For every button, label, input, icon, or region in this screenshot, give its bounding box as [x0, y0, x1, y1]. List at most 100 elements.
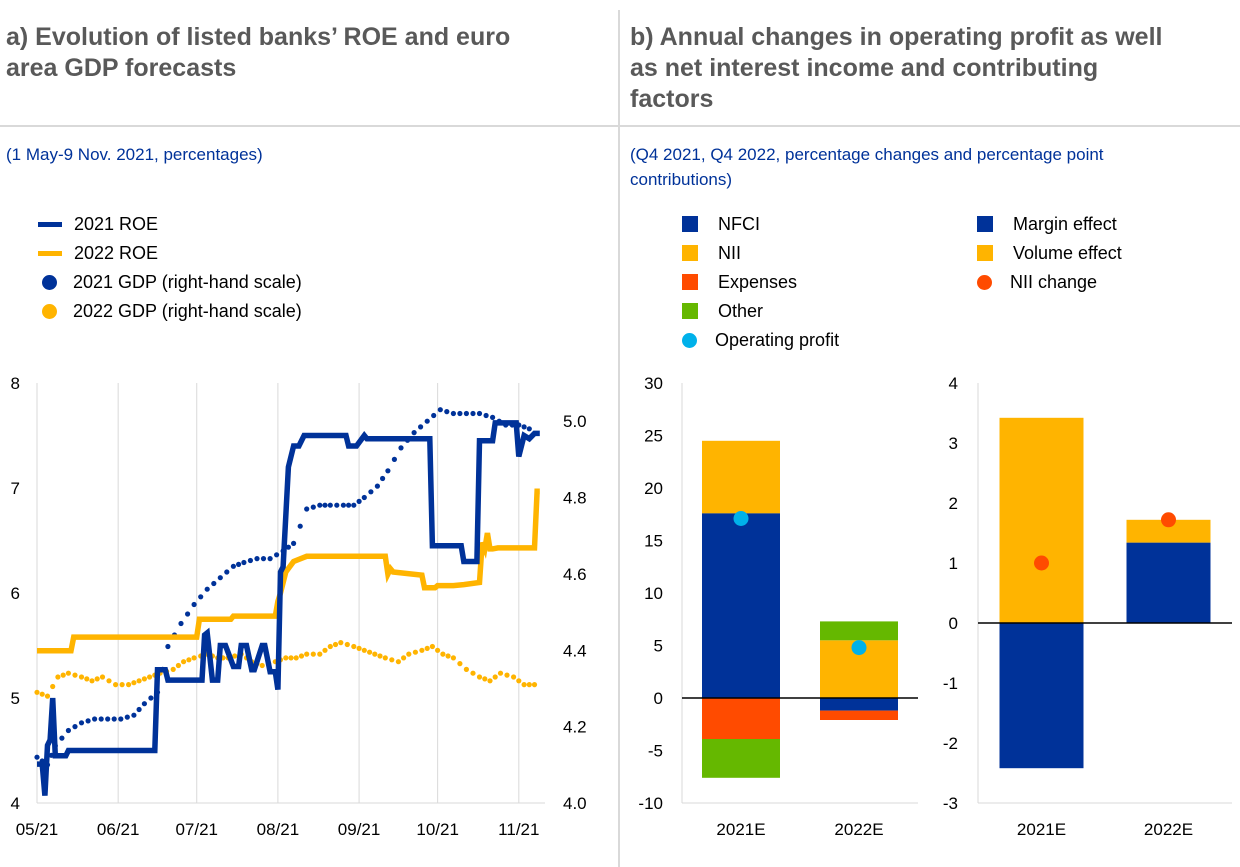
panel-b-subtitle: (Q4 2021, Q4 2022, percentage changes an…	[630, 142, 1104, 192]
x-tick-label: 2021E	[1017, 820, 1066, 839]
data-point	[526, 682, 532, 688]
y-tick-label: -2	[943, 734, 958, 753]
data-point	[317, 502, 323, 508]
data-point	[181, 659, 187, 665]
legend-item-volume-effect: Volume effect	[975, 242, 1122, 264]
legend-item-2021-gdp: 2021 GDP (right-hand scale)	[38, 271, 302, 293]
legend-item-2022-roe: 2022 ROE	[38, 242, 158, 264]
data-point	[322, 647, 328, 653]
data-point	[391, 456, 397, 462]
bar-volume-effect	[1126, 519, 1211, 543]
data-point	[288, 655, 294, 661]
data-point	[487, 678, 493, 684]
y-tick-label-left: 7	[11, 479, 20, 498]
data-point	[65, 727, 71, 734]
y-tick-label-right: 4.6	[563, 565, 587, 584]
data-point	[385, 468, 391, 474]
x-tick-label: 2021E	[716, 820, 765, 839]
y-tick-label-right: 4.0	[563, 794, 587, 813]
y-tick-label: -3	[943, 794, 958, 813]
data-point	[198, 594, 204, 600]
marker-nii-change	[1161, 512, 1176, 528]
legend-item-other: Other	[680, 300, 763, 322]
data-point	[411, 430, 417, 436]
dot-swatch-icon	[42, 303, 57, 319]
data-point	[105, 716, 111, 722]
x-tick-label: 2022E	[1144, 820, 1193, 839]
data-point	[497, 670, 504, 676]
data-point	[327, 502, 333, 508]
data-point	[356, 645, 362, 652]
data-point	[340, 502, 346, 508]
data-point	[60, 672, 66, 678]
y-tick-label: 5	[654, 637, 663, 656]
data-point	[44, 693, 51, 699]
data-point	[119, 682, 125, 688]
data-point	[55, 674, 61, 680]
x-tick-label: 08/21	[257, 820, 300, 839]
data-point	[398, 445, 404, 451]
bar-nii	[702, 440, 780, 514]
data-point	[141, 701, 147, 707]
legend-item-nii-change: NII change	[975, 271, 1097, 293]
data-point	[293, 655, 299, 661]
data-point	[429, 643, 435, 650]
data-point	[260, 556, 267, 562]
data-point	[372, 651, 378, 657]
y-tick-label-right: 4.8	[563, 489, 587, 508]
data-point	[99, 674, 106, 680]
legend-label: Other	[718, 301, 764, 321]
data-point	[204, 586, 210, 592]
data-point	[34, 689, 40, 695]
data-point	[463, 666, 469, 673]
data-point	[531, 682, 538, 688]
y-tick-label: 0	[654, 689, 663, 708]
bar-nfci	[820, 698, 898, 711]
data-point	[141, 676, 147, 682]
y-tick-label-right: 5.0	[563, 412, 587, 431]
legend-label: NII	[718, 243, 742, 263]
panel-b-title-line-3: factors	[630, 85, 714, 113]
data-point	[395, 659, 401, 665]
marker-nii-change	[1034, 555, 1049, 571]
data-point	[504, 672, 510, 678]
data-point	[346, 502, 352, 508]
data-point	[463, 410, 469, 417]
data-point	[304, 651, 310, 657]
legend-label: Margin effect	[1013, 214, 1117, 234]
data-point	[476, 410, 483, 417]
square-swatch-icon	[682, 245, 698, 261]
data-point	[450, 410, 456, 417]
panel-a-title: a) Evolution of listed banks’ ROE and eu…	[6, 22, 606, 84]
panel-separator	[618, 10, 620, 867]
y-tick-label: 2	[949, 494, 958, 513]
marker-operating-profit	[851, 640, 867, 656]
legend-label: 2022 ROE	[74, 243, 159, 263]
x-tick-label: 09/21	[338, 820, 381, 839]
data-point	[344, 641, 350, 648]
data-point	[85, 718, 91, 724]
data-point	[236, 561, 242, 568]
data-point	[89, 678, 95, 684]
data-point	[241, 559, 247, 566]
data-point	[175, 662, 181, 669]
data-point	[406, 651, 412, 657]
y-tick-label: 0	[949, 614, 958, 633]
y-tick-label: 10	[644, 584, 663, 603]
data-point	[283, 655, 289, 661]
data-point	[170, 666, 176, 673]
legend-label: Operating profit	[715, 330, 840, 350]
data-point	[389, 657, 395, 663]
data-point	[291, 540, 297, 547]
line-swatch-icon	[38, 221, 62, 227]
data-point	[444, 409, 450, 415]
data-point	[412, 649, 418, 655]
dot-swatch-icon	[682, 332, 697, 348]
data-point	[322, 502, 328, 508]
x-tick-label: 06/21	[97, 820, 140, 839]
data-point	[186, 657, 192, 663]
data-point	[327, 643, 333, 650]
legend-label: 2021 ROE	[74, 214, 159, 234]
data-point	[232, 653, 238, 659]
bar-nfci	[702, 513, 780, 698]
